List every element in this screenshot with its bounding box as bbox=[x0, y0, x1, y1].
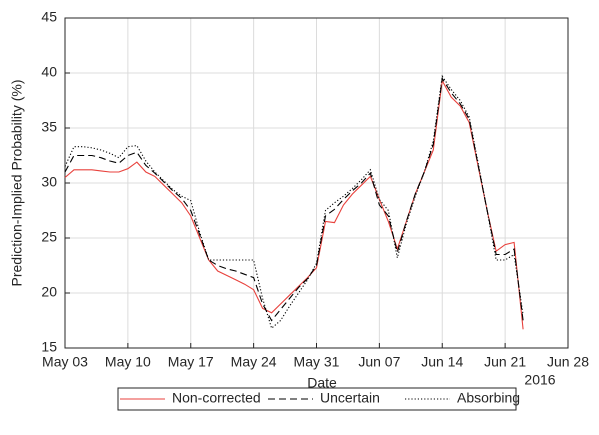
legend-label: Uncertain bbox=[320, 390, 380, 406]
x-tick-label: Jun 28 bbox=[547, 354, 589, 370]
y-tick-label: 15 bbox=[41, 339, 57, 355]
y-tick-label: 40 bbox=[41, 64, 57, 80]
x-tick-label: May 24 bbox=[231, 354, 277, 370]
x-year-label: 2016 bbox=[524, 372, 555, 388]
series-line bbox=[64, 74, 524, 330]
series-line bbox=[64, 76, 524, 322]
legend-label: Non-corrected bbox=[172, 390, 261, 406]
y-tick-label: 35 bbox=[41, 119, 57, 135]
y-tick-label: 25 bbox=[41, 229, 57, 245]
x-tick-label: May 17 bbox=[168, 354, 214, 370]
y-tick-label: 30 bbox=[41, 174, 57, 190]
y-tick-label: 45 bbox=[41, 9, 57, 25]
series-line bbox=[64, 78, 524, 330]
x-tick-label: Jun 21 bbox=[484, 354, 526, 370]
y-axis-label: Prediction-Implied Probability (%) bbox=[9, 80, 25, 287]
y-tick-label: 20 bbox=[41, 284, 57, 300]
x-axis-label: Date bbox=[307, 375, 337, 391]
plot-border bbox=[64, 17, 569, 349]
x-tick-label: May 10 bbox=[105, 354, 151, 370]
x-tick-label: May 31 bbox=[294, 354, 340, 370]
legend-box bbox=[117, 387, 517, 411]
x-tick-label: Jun 14 bbox=[421, 354, 463, 370]
legend-label: Absorbing bbox=[457, 390, 520, 406]
x-tick-label: Jun 07 bbox=[358, 354, 400, 370]
x-tick-label: May 03 bbox=[42, 354, 88, 370]
